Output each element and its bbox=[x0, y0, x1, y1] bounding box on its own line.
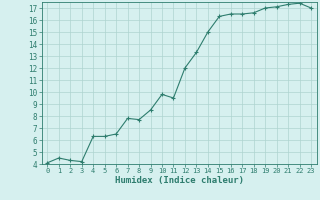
X-axis label: Humidex (Indice chaleur): Humidex (Indice chaleur) bbox=[115, 176, 244, 185]
